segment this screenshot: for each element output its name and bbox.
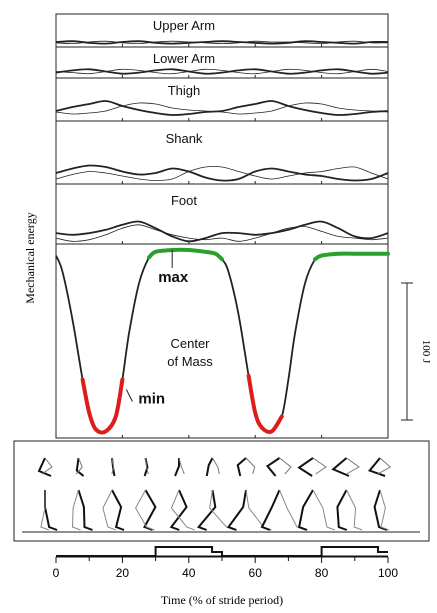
gait-phase-trace	[56, 546, 388, 557]
panel-label: Foot	[171, 193, 197, 208]
stick-frame	[13, 440, 430, 542]
panel-label: Lower Arm	[153, 51, 215, 66]
highlight-segment-1	[313, 251, 390, 262]
stick-figure	[260, 457, 306, 531]
stick-figure	[102, 457, 125, 531]
stick-figure	[367, 457, 392, 531]
panel-frame	[55, 120, 389, 185]
x-axis-label: Time (% of stride period)	[161, 593, 283, 607]
series-line-thick	[55, 164, 389, 182]
x-tick-label: 100	[378, 566, 398, 580]
series-line-thick	[55, 248, 388, 434]
stick-figure	[71, 457, 93, 531]
series-line-thick	[55, 100, 389, 116]
highlight-min	[80, 377, 125, 435]
highlight-segment-3	[246, 373, 284, 434]
stick-figure	[331, 457, 363, 531]
stick-figure	[135, 457, 157, 531]
series-line-thick	[55, 40, 389, 45]
panel-thigh: Thigh	[55, 77, 389, 122]
panel-label: Center of Mass	[167, 336, 213, 369]
panel-upper-arm: Upper Arm	[55, 13, 389, 48]
energy-panels: Upper Arm Lower Arm Thigh Shank Foot max min 10…	[55, 13, 432, 439]
series-line-thin	[55, 166, 389, 181]
annotation-max: max	[158, 269, 189, 286]
stick-figure	[297, 457, 336, 531]
stick-figure-sequence	[13, 440, 430, 542]
x-axis: 0 20 40 60 80 100	[53, 556, 398, 580]
highlight-max	[147, 247, 224, 262]
gait-phase-bar	[56, 546, 388, 557]
x-tick-label: 0	[53, 566, 60, 580]
scale-bar: 100 J	[401, 282, 432, 421]
panel-lower-arm: Lower Arm	[55, 46, 389, 79]
annotation-leader	[125, 389, 133, 402]
annotation-min: min	[138, 391, 165, 408]
x-tick-label: 20	[116, 566, 130, 580]
panel-foot: Foot	[55, 183, 389, 245]
series-line-thick	[55, 68, 389, 75]
stick-figure	[37, 457, 58, 531]
stick-figure	[169, 457, 195, 531]
series-line-thick	[55, 220, 389, 243]
stick-figure	[196, 457, 235, 531]
panel-center-of-mass: max min 100 J Center of Mass	[55, 243, 432, 439]
y-axis-label: Mechanical energy	[23, 212, 37, 303]
series-line-thin	[55, 68, 389, 75]
x-tick-label: 60	[249, 566, 263, 580]
panel-label: Thigh	[168, 83, 201, 98]
panel-label: Upper Arm	[153, 18, 215, 33]
panel-shank: Shank	[55, 120, 389, 185]
panel-label: Shank	[166, 131, 203, 146]
scale-bar-label: 100 J	[420, 340, 432, 364]
panel-frame	[55, 243, 389, 439]
series-line-thin	[55, 102, 389, 115]
x-tick-label: 40	[182, 566, 196, 580]
x-tick-label: 80	[315, 566, 329, 580]
series-line-thin	[55, 224, 389, 242]
